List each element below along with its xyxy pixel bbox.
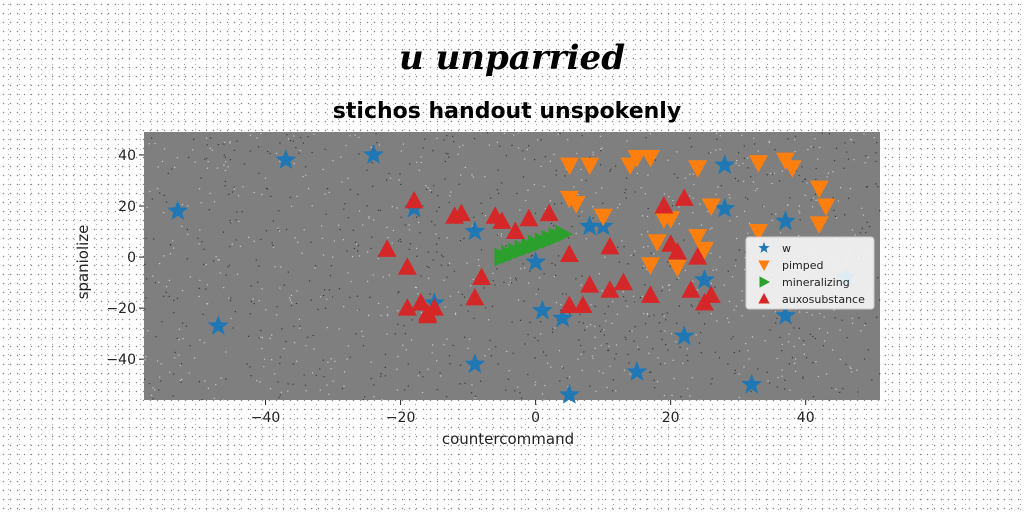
x-tick-label: −20	[386, 410, 416, 426]
chart-title: stichos handout unspokenly	[333, 99, 681, 124]
y-tick-label: 20	[118, 199, 136, 215]
x-tick-label: 0	[531, 410, 540, 426]
series-auxosubstance	[377, 188, 721, 324]
data-point	[673, 325, 695, 346]
data-point	[613, 272, 633, 291]
data-point	[654, 196, 674, 214]
data-point	[627, 150, 647, 168]
data-point	[580, 157, 600, 176]
x-tick-label: 20	[662, 410, 680, 426]
data-point	[464, 220, 486, 241]
data-point	[600, 236, 620, 255]
y-axis: −40 −20 0 20 40	[106, 148, 144, 368]
data-point	[681, 280, 701, 298]
data-point	[816, 198, 836, 217]
y-axis-label: spaniolize	[74, 225, 92, 300]
data-point	[525, 251, 547, 272]
data-point	[701, 285, 721, 303]
data-point	[714, 197, 736, 218]
data-point	[559, 157, 579, 176]
data-point	[555, 224, 573, 244]
data-point	[167, 200, 189, 220]
y-tick-label: 40	[118, 148, 136, 164]
data-point	[775, 210, 796, 231]
data-point	[661, 211, 681, 229]
legend: w pimped mineralizing auxosubstance	[745, 236, 875, 310]
data-point	[377, 239, 397, 257]
data-point	[593, 208, 613, 227]
data-point	[688, 160, 708, 178]
data-point	[580, 275, 600, 293]
data-point	[748, 155, 768, 173]
series-mineralizing	[494, 224, 573, 267]
data-point	[505, 221, 525, 240]
data-point	[600, 280, 620, 298]
data-point	[207, 315, 229, 335]
legend-marker	[758, 293, 770, 304]
x-axis: −40 −20 0 20 40	[251, 400, 815, 426]
data-point	[519, 208, 539, 227]
x-tick-label: −40	[251, 410, 281, 426]
data-point	[647, 234, 667, 252]
legend-marker	[758, 260, 770, 271]
headline: u unparried	[399, 38, 625, 78]
data-point	[741, 373, 763, 394]
data-point	[694, 241, 714, 260]
data-point	[552, 307, 574, 328]
data-point	[539, 203, 559, 222]
data-point	[688, 229, 708, 247]
y-tick-label: 0	[127, 250, 136, 266]
data-point	[640, 285, 660, 303]
data-point	[782, 160, 802, 178]
data-point	[492, 211, 512, 229]
data-point	[701, 198, 721, 217]
legend-box	[745, 236, 875, 310]
data-point	[559, 244, 579, 263]
data-marks	[167, 144, 857, 404]
data-point	[694, 269, 715, 289]
data-point	[451, 203, 471, 222]
data-point	[688, 247, 708, 265]
data-point	[667, 241, 687, 260]
data-point	[531, 299, 553, 320]
data-point	[640, 150, 660, 168]
data-point	[472, 267, 492, 285]
legend-label: pimped	[782, 259, 824, 272]
data-point	[674, 188, 694, 206]
data-point	[775, 304, 796, 325]
data-point	[579, 215, 601, 236]
y-tick-label: −40	[106, 352, 136, 368]
data-point	[411, 293, 431, 311]
data-point	[809, 180, 829, 199]
data-point	[640, 257, 660, 275]
y-tick-label: −20	[106, 301, 136, 317]
legend-label: w	[782, 242, 791, 255]
data-point	[573, 295, 593, 314]
data-point	[397, 298, 417, 316]
data-point	[464, 353, 486, 374]
series-pimped	[559, 150, 836, 278]
x-axis-label: countercommand	[442, 430, 574, 448]
data-point	[275, 149, 297, 169]
data-point	[566, 195, 586, 214]
data-point	[558, 383, 580, 404]
data-point	[809, 216, 829, 234]
data-point	[363, 144, 384, 164]
data-point	[667, 259, 687, 278]
data-point	[714, 154, 736, 175]
data-point	[748, 224, 768, 242]
data-point	[465, 287, 485, 306]
data-point	[559, 295, 579, 314]
data-point	[397, 257, 417, 275]
legend-marker	[759, 276, 770, 288]
x-tick-label: 40	[797, 410, 815, 426]
legend-label: mineralizing	[782, 276, 850, 289]
legend-marker	[758, 242, 770, 253]
legend-label: auxosubstance	[782, 293, 865, 306]
data-point	[424, 298, 444, 316]
data-point	[404, 190, 424, 209]
data-point	[626, 360, 648, 381]
